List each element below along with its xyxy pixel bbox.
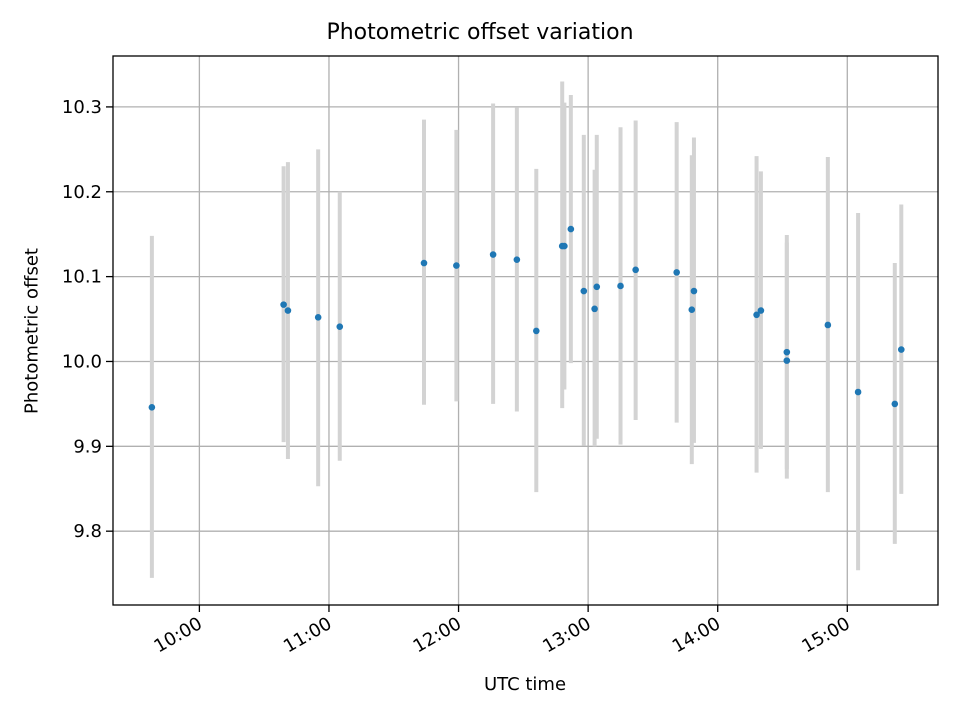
data-point [593,283,601,291]
data-point [897,346,905,353]
x-tick-label: 13:00 [539,613,594,657]
data-point [453,262,460,269]
x-tick-label: 12:00 [410,613,465,657]
data-point [673,269,680,276]
data-point [783,357,791,364]
chart-title: Photometric offset variation [326,20,634,45]
y-tick-label: 10.3 [62,97,102,118]
data-point [824,321,832,329]
y-tick-label: 10.1 [62,267,102,288]
data-point [284,307,292,314]
data-point [591,305,598,313]
data-point [280,301,287,308]
x-tick-label: 15:00 [798,613,853,657]
y-tick-label: 10.0 [62,351,102,372]
x-axis-label: UTC time [483,674,567,695]
y-tick-label: 10.2 [62,182,102,203]
data-point [532,327,540,335]
data-point [617,282,624,290]
data-point [580,287,588,295]
data-point [891,400,899,408]
y-axis-label: Photometric offset [21,248,43,414]
data-point [690,287,698,295]
x-tick-label: 14:00 [669,613,724,657]
data-point [632,266,639,274]
data-point [148,403,156,411]
plot-frame [112,55,939,606]
data-point [314,314,322,321]
y-tick-label: 9.9 [73,436,102,457]
data-point [513,256,521,263]
data-point [561,242,568,250]
data-point [753,311,760,319]
y-tick-label: 9.8 [73,521,102,542]
data-point [783,348,791,356]
data-point [688,306,696,314]
data-point [336,323,344,330]
data-point [854,388,862,396]
data-point [420,259,428,267]
data-point [489,251,497,258]
x-tick-label: 11:00 [280,613,335,657]
data-point [567,225,575,233]
x-tick-label: 10:00 [150,613,205,657]
data-point [757,307,765,314]
